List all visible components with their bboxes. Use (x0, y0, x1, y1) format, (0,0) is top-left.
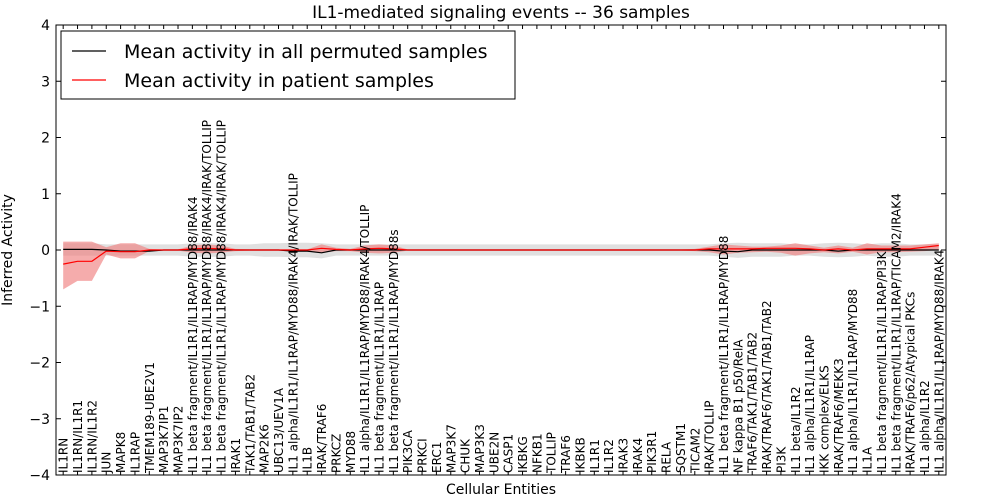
y-tick-label: 1 (41, 187, 50, 203)
x-tick-label: UBC13/UEV1A (272, 387, 286, 473)
y-tick-label: 4 (41, 18, 50, 34)
x-tick-label: IL1 alpha/IL1R1/IL1RAP/MYD88/IRAK4/TOLLI… (358, 205, 372, 473)
legend-label-permuted: Mean activity in all permuted samples (124, 41, 487, 63)
x-tick-label: JUN (100, 452, 114, 474)
x-tick-label: IKBKG (516, 436, 530, 473)
x-tick-label: IRAK/TRAF6 (315, 404, 329, 473)
x-tick-label: IL1B (301, 447, 315, 473)
x-tick-label: IRAK1 (229, 438, 243, 473)
x-tick-label: MAPK8 (114, 432, 128, 473)
x-tick-label: IL1A (861, 446, 875, 473)
x-tick-label: IL1 beta/IL1R2 (789, 386, 803, 473)
y-tick-label: 0 (41, 243, 50, 259)
x-tick-label: PIK3CA (401, 429, 415, 473)
x-tick-label: IRAK4 (631, 438, 645, 473)
x-tick-label: IL1 beta fragment/IL1R1/IL1RAP/MYD88s (387, 229, 401, 473)
x-tick-label: IKK complex/ELKS (818, 365, 832, 473)
x-tick-label: CASP1 (502, 434, 516, 473)
x-tick-label: IRAK/TOLLIP (703, 401, 717, 473)
x-tick-label: TAK1/TAB1/TAB2 (243, 374, 257, 474)
x-tick-label: NF kappa B1 p50/RelA (731, 339, 745, 473)
x-tick-label: IL1RN (57, 438, 71, 473)
x-tick-label: SQSTM1 (674, 423, 688, 473)
x-tick-label: IL1 alpha/IL1R1/IL1RAP/MYD88/IRAK4/IRAK/… (286, 173, 300, 473)
x-tick-label: NFKB1 (530, 433, 544, 473)
x-tick-label: PI3K (774, 446, 788, 473)
x-tick-label: IL1 beta fragment/IL1R1/IL1RAP/MYD88/IRA… (215, 120, 229, 473)
x-tick-label: IL1R1 (588, 439, 602, 473)
x-tick-label: MAP2K6 (258, 424, 272, 473)
x-tick-label: TICAM2 (688, 428, 702, 474)
y-tick-label: −4 (29, 468, 50, 484)
x-tick-label: PRKCZ (329, 434, 343, 473)
x-tick-label: IRAK/TRAF6/MEKK3 (832, 358, 846, 473)
x-tick-label: TRAF6 (559, 435, 573, 474)
x-tick-label: UBE2N (487, 432, 501, 473)
x-tick-label: IL1 alpha/IL1R1/IL1RAP/MYD88/IRAK4 (932, 250, 946, 473)
y-tick-label: −3 (29, 412, 50, 428)
legend-box (60, 30, 516, 100)
x-axis-label: Cellular Entities (446, 482, 556, 498)
band-patient (63, 241, 939, 290)
x-tick-label: IKBKB (574, 437, 588, 473)
x-tick-label: IL1 beta fragment/IL1R1/IL1RAP/TICAM2/IR… (889, 193, 903, 473)
y-tick-label: −1 (29, 299, 50, 315)
x-tick-label: MAP3K7 (444, 424, 458, 473)
x-tick-label: CHUK (459, 438, 473, 473)
x-tick-label: IRAK3 (617, 438, 631, 473)
x-tick-label: TOLLIP (545, 432, 559, 474)
x-tick-label: IL1 beta fragment/IL1R1/IL1RAP/PI3K (875, 250, 889, 473)
x-tick-label: IL1 alpha/IL1R1/IL1RAP/MYD88 (846, 289, 860, 473)
x-tick-label: IL1 beta fragment/IL1R1/IL1RAP/MYD88/IRA… (186, 196, 200, 473)
x-tick-label: IL1 beta fragment/IL1R1/IL1RAP/MYD88/IRA… (200, 120, 214, 473)
x-tick-label: IL1 beta fragment/IL1R1/IL1RAP/MYD88 (717, 236, 731, 473)
legend: Mean activity in all permuted samples Me… (60, 30, 516, 100)
x-tick-label: IL1 alpha/IL1R2 (918, 380, 932, 473)
x-tick-label: MAP3K7IP2 (172, 406, 186, 473)
x-tick-label: PIK3R1 (645, 431, 659, 473)
chart-title: IL1-mediated signaling events -- 36 samp… (312, 3, 690, 23)
x-tick-label: TMEM189-UBE2V1 (143, 362, 157, 474)
x-tick-label: IRAK/TRAF6/TAK1/TAB1/TAB2 (760, 300, 774, 473)
x-tick-label: TRAF6/TAK1/TAB1/TAB2 (746, 332, 760, 474)
y-axis-label: Inferred Activity (0, 194, 16, 306)
x-tick-label: IL1R2 (602, 439, 616, 473)
x-tick-label: IL1RN/IL1R1 (71, 400, 85, 473)
x-tick-label: MAP3K3 (473, 424, 487, 473)
y-tick-label: 2 (41, 131, 50, 147)
legend-label-patient: Mean activity in patient samples (124, 70, 434, 92)
x-tick-label: MYD88 (344, 431, 358, 473)
x-tick-label: IL1RN/IL1R2 (85, 400, 99, 473)
x-tick-label: IL1RAP (129, 432, 143, 473)
x-tick-label: IL1 alpha/IL1R1/IL1RAP (803, 335, 817, 473)
x-tick-label: ERC1 (430, 442, 444, 473)
x-tick-label: PRKCI (416, 438, 430, 473)
x-tick-label: IRAK/TRAF6/p62/Atypical PKCs (904, 292, 918, 473)
series-line-patient (63, 244, 939, 265)
x-tick-label: MAP3K7IP1 (157, 406, 171, 473)
y-tick-label: −2 (29, 356, 50, 372)
y-tick-label: 3 (41, 74, 50, 90)
x-tick-label: IL1 beta fragment/IL1R1/IL1RAP (373, 282, 387, 473)
x-tick-label: RELA (660, 441, 674, 473)
